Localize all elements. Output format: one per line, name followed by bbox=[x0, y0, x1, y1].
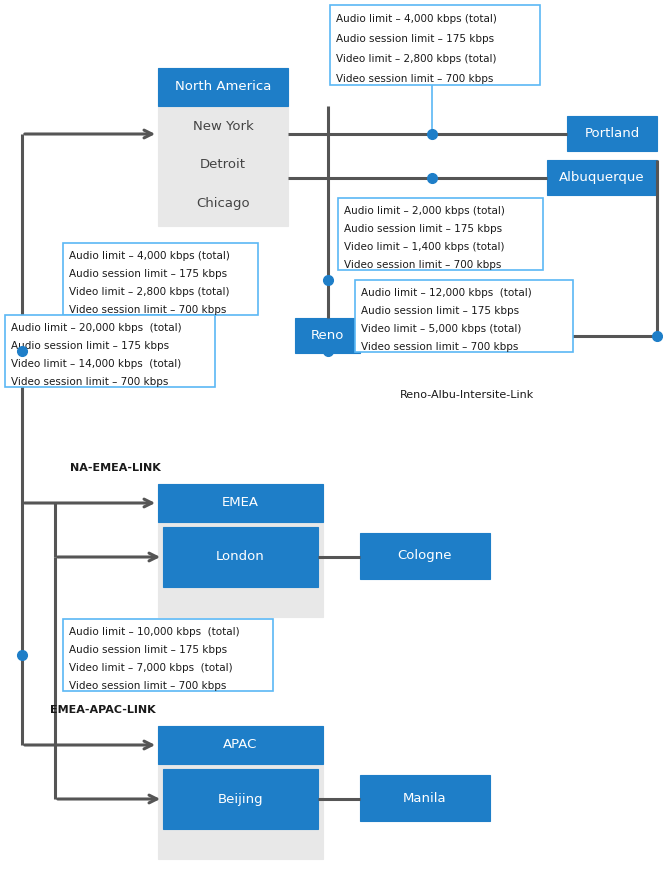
Bar bbox=[163, 527, 318, 587]
Bar bbox=[158, 68, 288, 106]
Text: Audio limit – 2,000 kbps (total): Audio limit – 2,000 kbps (total) bbox=[344, 206, 505, 215]
Bar bbox=[338, 198, 543, 270]
Bar bbox=[63, 619, 273, 691]
Text: Chicago: Chicago bbox=[196, 197, 250, 209]
Text: Video session limit – 700 kbps: Video session limit – 700 kbps bbox=[336, 74, 493, 84]
Text: Video limit – 14,000 kbps  (total): Video limit – 14,000 kbps (total) bbox=[11, 358, 181, 368]
Bar bbox=[158, 68, 288, 226]
Bar bbox=[567, 116, 657, 151]
Text: Video limit – 7,000 kbps  (total): Video limit – 7,000 kbps (total) bbox=[69, 662, 233, 673]
Text: New York: New York bbox=[193, 120, 253, 133]
Text: Audio limit – 4,000 kbps (total): Audio limit – 4,000 kbps (total) bbox=[336, 14, 497, 24]
Text: Albuquerque: Albuquerque bbox=[559, 171, 645, 184]
Text: Video limit – 2,800 kbps (total): Video limit – 2,800 kbps (total) bbox=[336, 54, 497, 64]
Text: Reno-Albu-Intersite-Link: Reno-Albu-Intersite-Link bbox=[400, 390, 534, 400]
Text: Video session limit – 700 kbps: Video session limit – 700 kbps bbox=[69, 305, 226, 314]
Bar bbox=[547, 160, 657, 195]
Text: Audio session limit – 175 kbps: Audio session limit – 175 kbps bbox=[69, 645, 227, 654]
Text: EMEA: EMEA bbox=[222, 496, 259, 509]
Text: Audio session limit – 175 kbps: Audio session limit – 175 kbps bbox=[11, 341, 169, 351]
Bar bbox=[355, 280, 573, 352]
Text: Video session limit – 700 kbps: Video session limit – 700 kbps bbox=[11, 377, 168, 387]
Text: Portland: Portland bbox=[584, 127, 640, 140]
Text: Cologne: Cologne bbox=[398, 549, 452, 562]
Text: Audio session limit – 175 kbps: Audio session limit – 175 kbps bbox=[69, 268, 227, 279]
Bar bbox=[360, 533, 490, 579]
Text: Beijing: Beijing bbox=[217, 793, 263, 805]
Bar bbox=[330, 5, 540, 85]
Text: Detroit: Detroit bbox=[200, 159, 246, 171]
Text: North America: North America bbox=[175, 80, 271, 94]
Text: NA-EMEA-LINK: NA-EMEA-LINK bbox=[70, 463, 160, 473]
Text: EMEA-APAC-LINK: EMEA-APAC-LINK bbox=[50, 705, 156, 715]
Text: London: London bbox=[216, 550, 265, 563]
Bar bbox=[158, 484, 323, 617]
Bar bbox=[158, 484, 323, 522]
Text: Audio session limit – 175 kbps: Audio session limit – 175 kbps bbox=[361, 306, 519, 315]
Text: Video session limit – 700 kbps: Video session limit – 700 kbps bbox=[344, 260, 501, 269]
Bar bbox=[5, 315, 215, 387]
Text: Audio limit – 10,000 kbps  (total): Audio limit – 10,000 kbps (total) bbox=[69, 627, 239, 637]
Text: Video limit – 2,800 kbps (total): Video limit – 2,800 kbps (total) bbox=[69, 287, 229, 297]
Text: Audio limit – 20,000 kbps  (total): Audio limit – 20,000 kbps (total) bbox=[11, 322, 182, 333]
Text: Audio session limit – 175 kbps: Audio session limit – 175 kbps bbox=[344, 223, 502, 234]
Text: Audio session limit – 175 kbps: Audio session limit – 175 kbps bbox=[336, 34, 494, 44]
Bar bbox=[63, 243, 258, 315]
Text: APAC: APAC bbox=[223, 738, 258, 751]
Bar bbox=[163, 769, 318, 829]
Text: Manila: Manila bbox=[403, 791, 447, 804]
Text: Video session limit – 700 kbps: Video session limit – 700 kbps bbox=[361, 342, 518, 351]
Text: Video limit – 1,400 kbps (total): Video limit – 1,400 kbps (total) bbox=[344, 242, 505, 252]
Text: Audio limit – 12,000 kbps  (total): Audio limit – 12,000 kbps (total) bbox=[361, 288, 532, 298]
Text: Reno: Reno bbox=[311, 329, 344, 342]
Bar bbox=[158, 726, 323, 764]
Bar bbox=[295, 318, 360, 353]
Text: Video session limit – 700 kbps: Video session limit – 700 kbps bbox=[69, 681, 226, 691]
Bar bbox=[158, 726, 323, 859]
Bar bbox=[360, 775, 490, 821]
Text: Audio limit – 4,000 kbps (total): Audio limit – 4,000 kbps (total) bbox=[69, 251, 230, 260]
Text: Video limit – 5,000 kbps (total): Video limit – 5,000 kbps (total) bbox=[361, 323, 521, 334]
